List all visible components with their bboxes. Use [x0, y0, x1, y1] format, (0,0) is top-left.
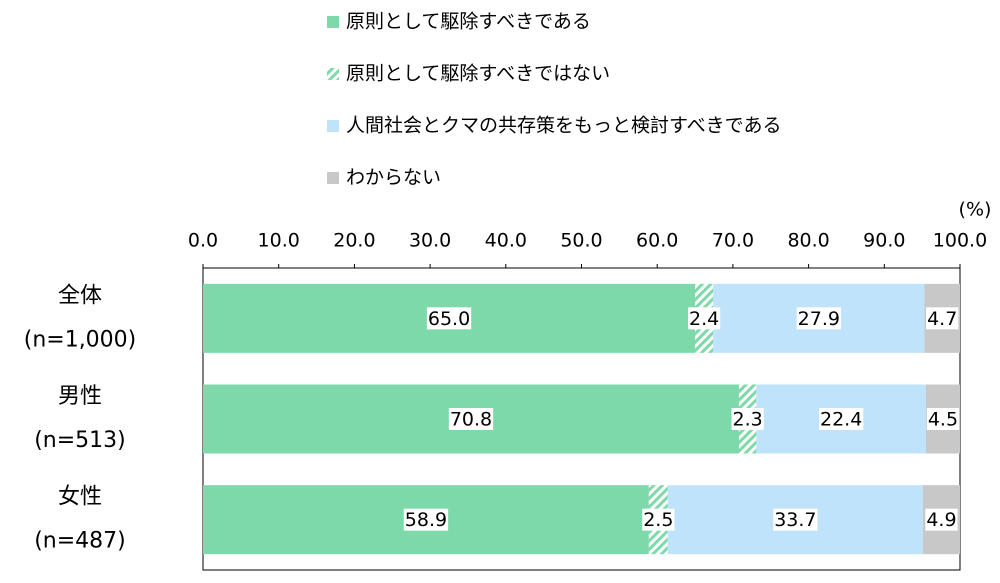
label-background — [642, 508, 675, 531]
label-background — [688, 307, 721, 330]
label-background — [773, 508, 818, 531]
label-background — [426, 307, 472, 330]
category-note: (n=513) — [34, 428, 126, 453]
label-background — [448, 408, 494, 430]
data-label: 70.8 — [450, 409, 492, 431]
data-label: 33.7 — [774, 509, 816, 531]
data-label: 4.5 — [928, 409, 958, 431]
label-background — [818, 408, 864, 430]
x-tick-label: 30.0 — [409, 230, 451, 252]
legend-swatch — [327, 16, 339, 28]
x-tick-label: 20.0 — [333, 230, 375, 252]
category-label: 全体 — [58, 283, 102, 308]
data-label: 2.3 — [733, 409, 763, 431]
category-note: (n=1,000) — [24, 327, 137, 352]
category-note: (n=487) — [34, 529, 126, 554]
x-tick-label: 70.0 — [712, 230, 754, 252]
label-background — [731, 408, 764, 430]
category-label: 女性 — [58, 485, 102, 510]
category-label: 男性 — [58, 384, 102, 409]
x-tick-label: 50.0 — [560, 230, 602, 252]
data-label: 4.9 — [926, 509, 956, 531]
label-background — [926, 408, 960, 430]
legend-label: 原則として駆除すべきである — [346, 11, 591, 33]
legend-label: 原則として駆除すべきではない — [346, 63, 610, 85]
unit-label: (%) — [959, 199, 992, 221]
data-label: 2.4 — [689, 308, 719, 330]
label-background — [403, 508, 449, 531]
legend-label: 人間社会とクマの共存策をもっと検討すべきである — [346, 115, 781, 137]
label-background — [926, 307, 959, 330]
legend-label: わからない — [346, 167, 441, 189]
x-tick-label: 90.0 — [863, 230, 905, 252]
x-tick-label: 40.0 — [485, 230, 527, 252]
data-label: 27.9 — [798, 308, 840, 330]
legend-swatch — [327, 172, 339, 184]
label-background — [796, 307, 841, 330]
data-label: 65.0 — [428, 308, 470, 330]
x-tick-label: 80.0 — [787, 230, 829, 252]
legend-swatch — [327, 68, 339, 80]
data-label: 2.5 — [643, 509, 673, 531]
data-label: 4.7 — [927, 308, 957, 330]
label-background — [925, 508, 958, 531]
data-label: 22.4 — [820, 409, 862, 431]
data-label: 58.9 — [405, 509, 447, 531]
x-tick-label: 10.0 — [258, 230, 300, 252]
x-tick-label: 0.0 — [188, 230, 218, 252]
x-tick-label: 100.0 — [933, 230, 987, 252]
legend-swatch — [327, 120, 339, 132]
x-tick-label: 60.0 — [636, 230, 678, 252]
